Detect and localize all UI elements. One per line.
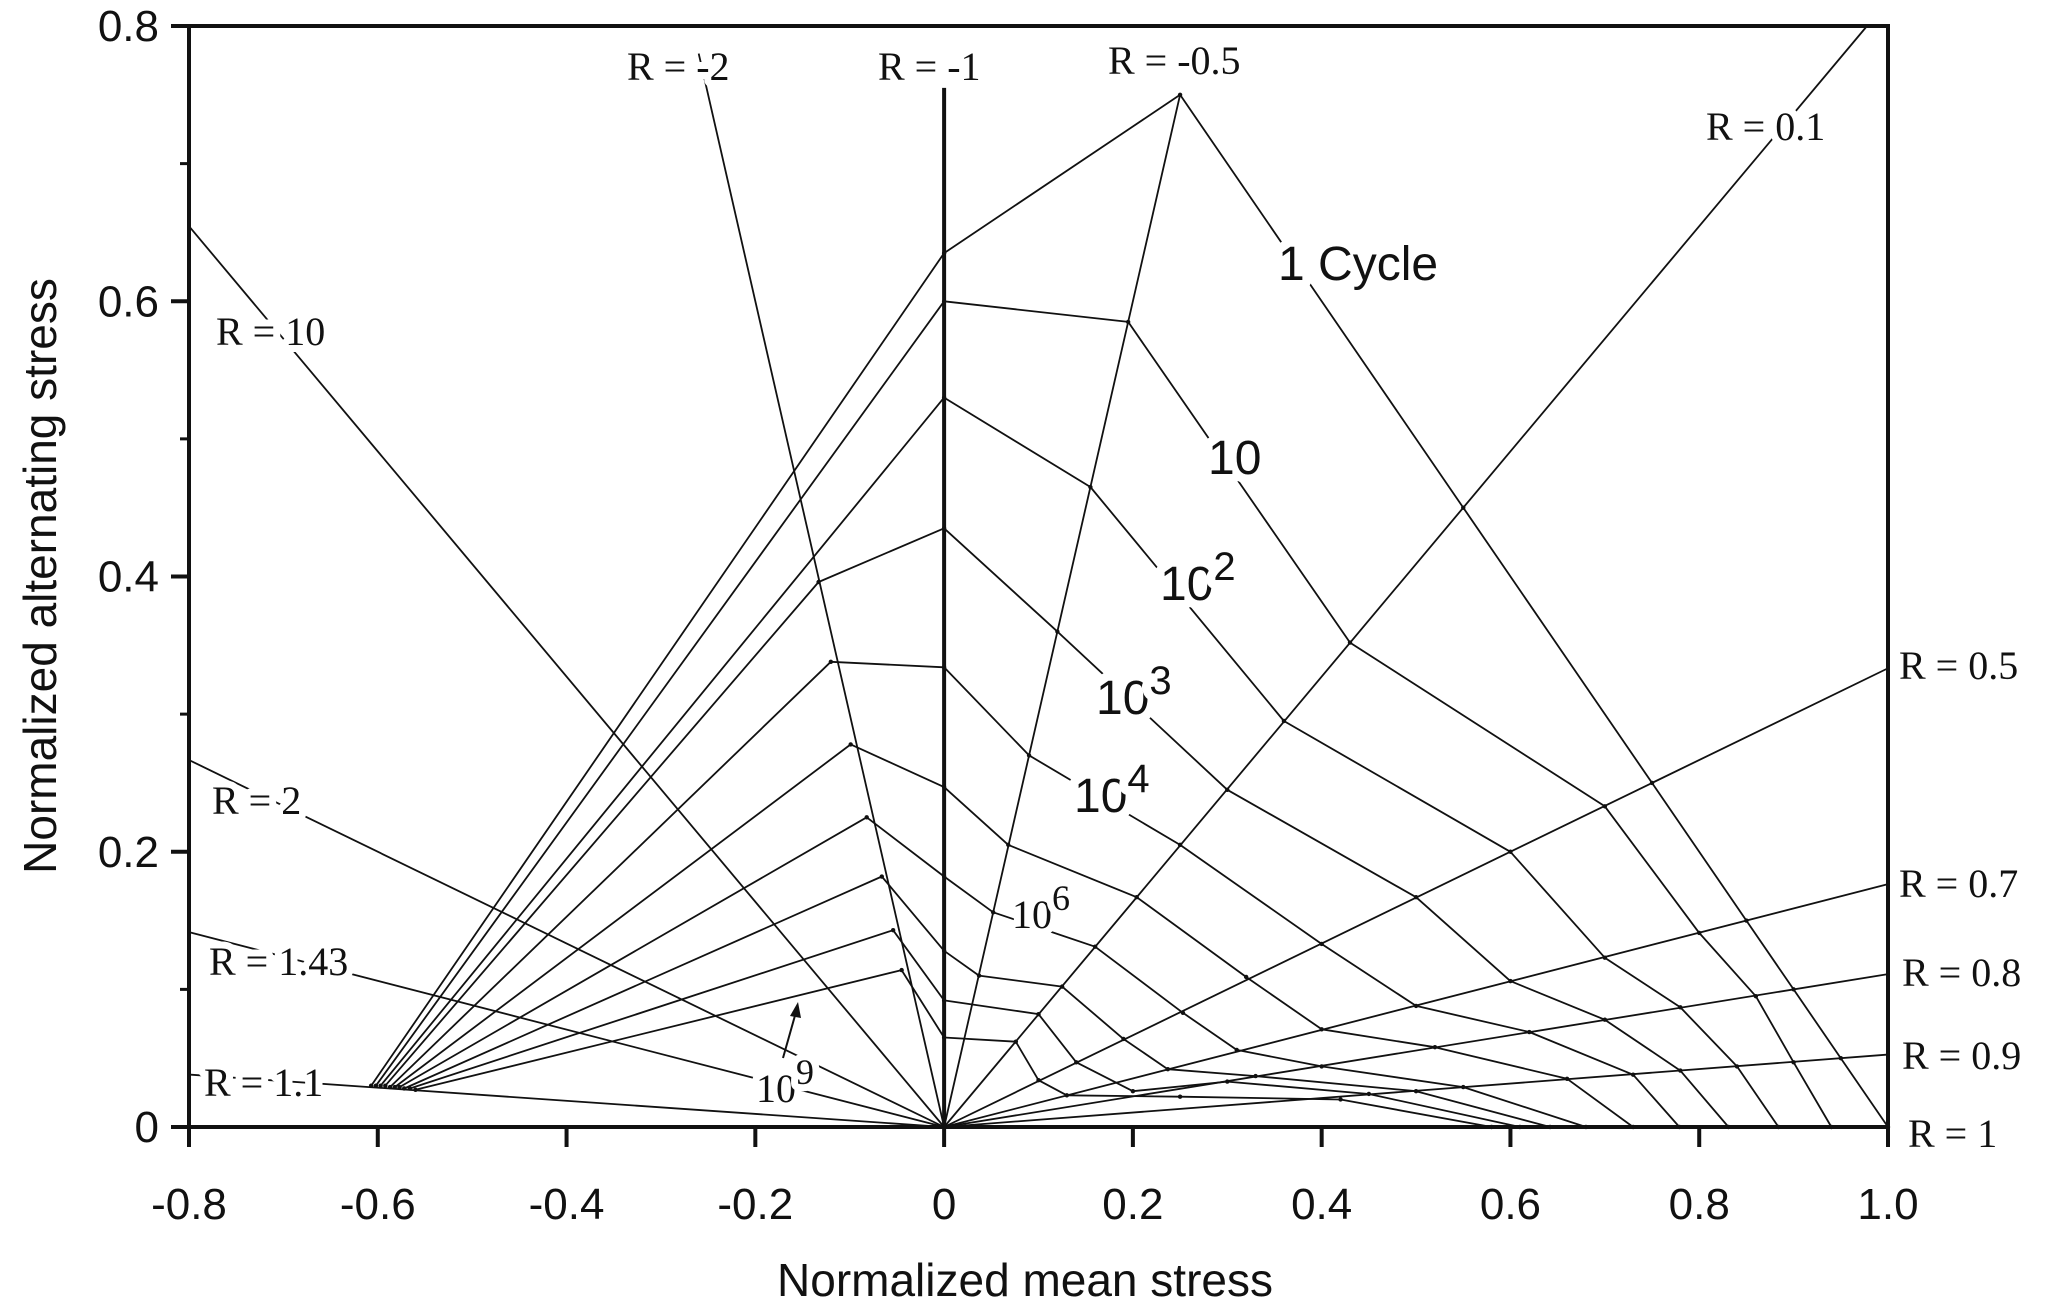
r-line [943,25,1868,1128]
x-tick-label: 0.4 [1291,1180,1352,1229]
x-tick-label: 0.2 [1102,1180,1163,1229]
constant-life-curves [368,92,1891,1130]
x-tick-label: -0.4 [529,1180,605,1229]
x-tick-label: 0 [932,1180,956,1229]
cycle-label-10-6: 106 [1012,878,1070,937]
r-label: R = 0.5 [1899,643,2018,688]
curve-point [1177,1094,1183,1099]
r-line [188,931,945,1128]
curve-point [864,815,869,820]
r-label: R = 0.9 [1902,1033,2021,1078]
arrow-10-9-icon [782,1002,801,1059]
constant-life-curve-c5 [394,743,1634,1128]
curve-point [383,1083,388,1088]
r-label: R = 10 [216,309,325,354]
constant-life-curve-c3 [384,527,1730,1128]
x-tick-label: 0.6 [1480,1180,1541,1229]
cycle-labels: 1 Cycle 10 102 103 104 [1065,229,1447,832]
constant-life-curve-c4 [389,660,1681,1128]
curve-point [890,927,896,933]
x-tick-label: -0.8 [151,1180,227,1229]
constant-life-curve-c9 [415,969,1492,1128]
curve-point [1130,1089,1136,1094]
curve-point [828,659,834,665]
curve-point [378,1083,383,1088]
r-label: R = 0.1 [1706,104,1825,149]
r-labels: R = -2 R = -1 R = -0.5 R = 0.1 R = 10 R … [197,31,2028,1163]
cycle-label-1: 1 Cycle [1278,238,1438,291]
curve-point [848,742,853,747]
cycle-label-10-9: 109 [756,1052,814,1111]
x-tick-label: 0.8 [1669,1180,1730,1229]
constant-life-curve-c7 [403,875,1551,1128]
x-tick-label: 1.0 [1857,1180,1918,1229]
x-tick-label: -0.6 [340,1180,416,1229]
curve-point [1338,1097,1343,1102]
y-tick-label: 0 [135,1103,159,1152]
cycle-label-10-2: 102 [1160,545,1236,611]
r-line [188,225,945,1128]
r-line [943,973,1889,1128]
r-label: R = 1.43 [209,939,348,984]
y-axis-label: Normalized alternating stress [14,278,66,874]
r-line [188,1073,945,1128]
constant-life-curve-c6 [399,816,1587,1128]
y-tick-label: 0.8 [98,2,159,51]
r-label: R = -1 [878,44,981,89]
tick-labels: -0.8 -0.6 -0.4 -0.2 0 0.2 0.4 0.6 0.8 1.0 0 0.2 0.4 0… [98,2,1919,1229]
r-label: R = 0.8 [1902,950,2021,995]
x-tick-label: -0.2 [717,1180,793,1229]
r-line [943,883,1889,1128]
r-ratio-lines [188,25,1889,1128]
cycle-label-10-3: 103 [1096,659,1172,725]
y-tick-label: 0.2 [98,828,159,877]
r-line [697,53,945,1128]
r-label: R = 2 [212,778,301,823]
axes [171,24,1890,1147]
cycle-label-10: 10 [1208,432,1261,485]
curve-point [1243,974,1249,980]
constant-life-curve-c8 [409,929,1521,1128]
x-axis-label: Normalized mean stress [777,1254,1273,1306]
r-line [943,94,1181,1128]
y-tick-label: 0.6 [98,277,159,326]
r-line [943,667,1889,1128]
r-label: R = 1 [1908,1111,1997,1156]
curve-point [899,967,904,973]
r-line [944,1053,1889,1128]
constant-life-curve-c2 [379,396,1780,1128]
r-line [188,759,945,1128]
y-tick-label: 0.4 [98,553,159,602]
r-label: R = 1.1 [204,1060,323,1105]
r-label: R = 0.7 [1899,861,2018,906]
curve-point [879,874,885,879]
r-label: R = -0.5 [1108,38,1241,83]
cycle-label-10-4: 104 [1074,757,1150,823]
plot-frame [187,24,1890,1129]
curve-point [397,1084,402,1090]
r-label: R = -2 [627,44,730,89]
